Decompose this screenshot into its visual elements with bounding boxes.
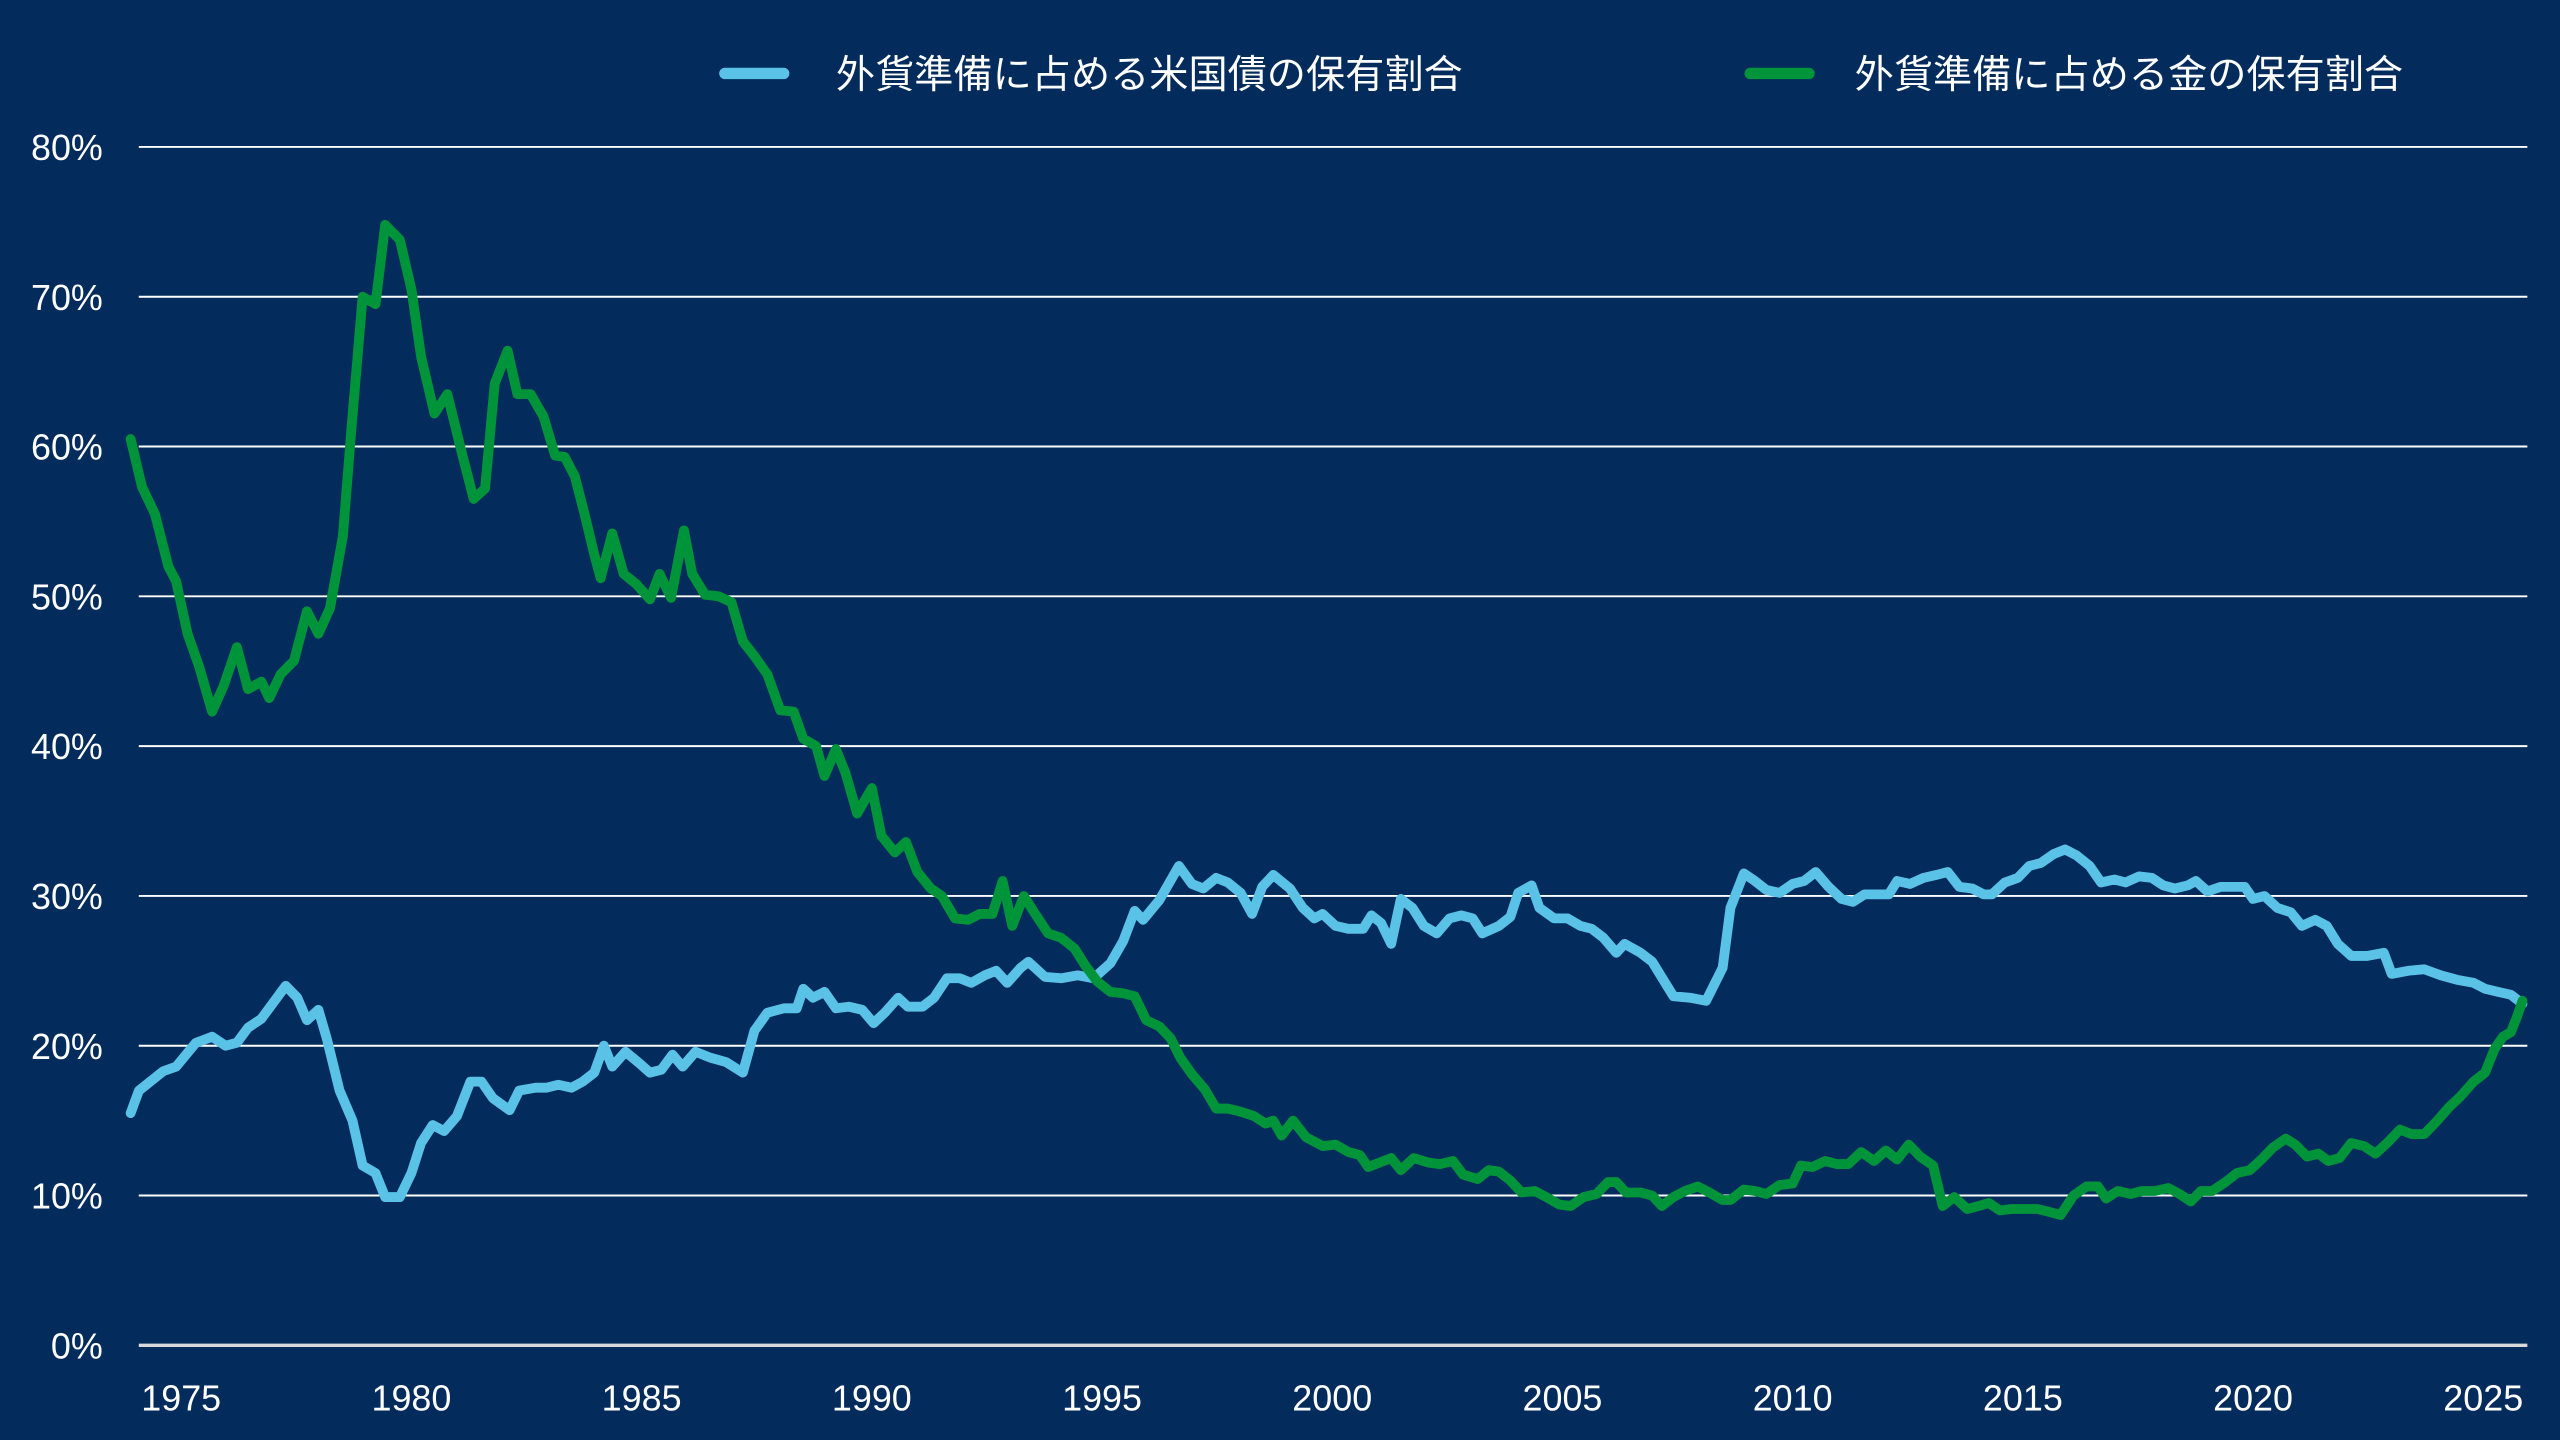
x-tick-label: 2000 bbox=[1292, 1378, 1372, 1419]
x-axis-ticks: 1975 1980 1985 1990 1995 2000 2005 2010 2015 2020… bbox=[141, 1378, 2523, 1419]
x-tick-label: 1995 bbox=[1062, 1378, 1142, 1419]
series-line-gold bbox=[125, 219, 2528, 1220]
gridlines bbox=[138, 145, 2528, 1347]
y-tick-label: 60% bbox=[31, 427, 103, 468]
x-tick-label: 2025 bbox=[2443, 1378, 2523, 1419]
y-tick-label: 30% bbox=[31, 876, 103, 917]
y-tick-label: 80% bbox=[31, 127, 103, 168]
series-lines bbox=[125, 219, 2528, 1220]
y-tick-label: 20% bbox=[31, 1026, 103, 1067]
y-tick-label: 10% bbox=[31, 1176, 103, 1217]
y-tick-label: 0% bbox=[51, 1325, 103, 1366]
legend-item-treasury: 外貨準備に占める米国債の保有割合 bbox=[719, 53, 1463, 98]
x-tick-label: 1980 bbox=[371, 1378, 451, 1419]
y-tick-label: 40% bbox=[31, 726, 103, 767]
x-tick-label: 2015 bbox=[1983, 1378, 2063, 1419]
y-tick-label: 50% bbox=[31, 576, 103, 617]
legend-label-gold: 外貨準備に占める金の保有割合 bbox=[1855, 53, 2403, 98]
x-tick-label: 2010 bbox=[1753, 1378, 1833, 1419]
legend-item-gold: 外貨準備に占める金の保有割合 bbox=[1744, 53, 2403, 98]
y-axis-ticks: 0% 10% 20% 30% 40% 50% 60% 70% 80% bbox=[31, 127, 103, 1366]
x-tick-label: 1990 bbox=[832, 1378, 912, 1419]
x-tick-label: 1975 bbox=[141, 1378, 221, 1419]
series-line-treasury bbox=[125, 844, 2528, 1202]
x-tick-label: 1985 bbox=[602, 1378, 682, 1419]
x-tick-label: 2005 bbox=[1523, 1378, 1603, 1419]
y-tick-label: 70% bbox=[31, 277, 103, 318]
legend: 外貨準備に占める米国債の保有割合 外貨準備に占める金の保有割合 bbox=[719, 53, 2403, 98]
x-tick-label: 2020 bbox=[2213, 1378, 2293, 1419]
legend-label-treasury: 外貨準備に占める米国債の保有割合 bbox=[836, 53, 1463, 98]
